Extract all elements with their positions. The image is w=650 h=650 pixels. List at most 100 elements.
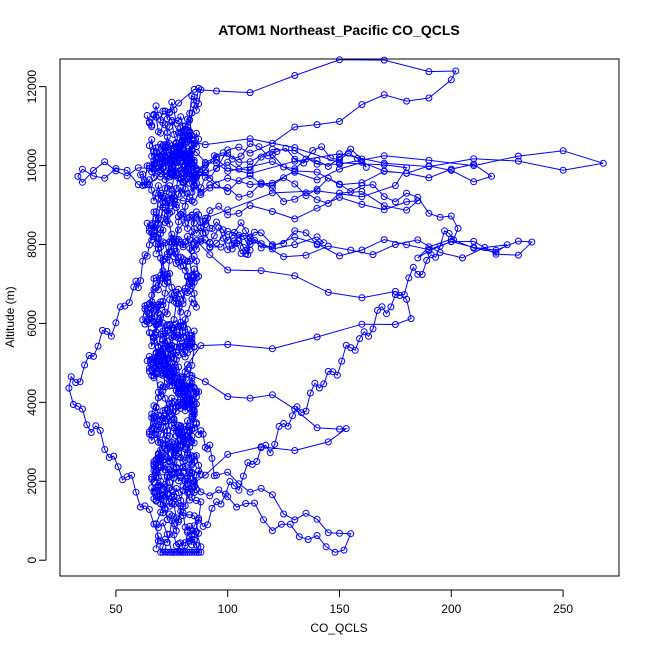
data-point <box>170 316 178 324</box>
data-point <box>184 154 191 162</box>
data-point <box>239 472 247 480</box>
data-point <box>177 425 185 433</box>
data-point <box>168 208 176 215</box>
data-point <box>358 179 366 187</box>
data-point <box>96 427 104 434</box>
data-point <box>168 186 176 193</box>
data-point <box>184 526 191 534</box>
data-point <box>161 199 169 207</box>
data-point <box>157 226 165 234</box>
data-point <box>353 155 361 162</box>
data-point <box>181 407 189 415</box>
data-point <box>215 224 223 232</box>
data-point <box>177 497 185 504</box>
data-point <box>168 118 176 126</box>
data-point <box>172 527 180 535</box>
data-point <box>123 172 131 180</box>
data-point <box>148 136 156 144</box>
data-point <box>300 159 308 167</box>
data-point <box>145 164 153 172</box>
data-point <box>291 516 299 524</box>
data-point <box>170 416 178 424</box>
data-point <box>157 416 165 423</box>
data-point <box>195 514 203 522</box>
data-point <box>246 166 254 174</box>
data-point <box>235 165 243 173</box>
data-point <box>105 454 113 461</box>
data-point <box>271 440 279 448</box>
data-point <box>163 157 171 165</box>
data-point <box>268 391 276 399</box>
data-point <box>235 231 243 239</box>
data-point <box>179 212 187 220</box>
data-point <box>358 182 366 190</box>
data-point <box>170 131 178 138</box>
data-point <box>391 198 399 206</box>
data-point <box>148 310 156 317</box>
data-point <box>324 288 332 296</box>
data-point <box>179 300 187 308</box>
data-point <box>528 238 536 246</box>
data-point <box>197 184 205 192</box>
data-point <box>210 152 218 160</box>
data-point <box>188 493 196 501</box>
data-point <box>369 325 377 333</box>
data-point <box>268 242 276 250</box>
data-point <box>170 442 178 450</box>
data-point <box>170 196 178 204</box>
data-point <box>291 157 299 165</box>
data-point <box>197 498 205 506</box>
data-point <box>159 336 167 344</box>
data-point <box>177 308 185 316</box>
data-point <box>184 310 191 317</box>
data-point <box>197 342 205 350</box>
data-point <box>380 159 388 167</box>
data-point <box>208 504 216 512</box>
data-point <box>150 364 158 372</box>
data-point <box>324 163 332 170</box>
data-point <box>186 257 194 265</box>
data-point <box>78 178 86 186</box>
data-point <box>360 328 368 336</box>
data-point <box>403 206 411 214</box>
data-point <box>181 219 189 227</box>
data-point <box>262 441 270 449</box>
data-point <box>273 148 281 155</box>
data-point <box>217 500 225 508</box>
data-point <box>213 471 220 479</box>
data-point <box>356 335 364 343</box>
data-point <box>152 350 160 358</box>
data-point <box>224 188 232 196</box>
data-point <box>418 271 426 278</box>
data-point <box>190 173 198 181</box>
data-point <box>351 346 359 354</box>
data-point <box>154 487 162 495</box>
data-point <box>268 527 276 535</box>
data-point <box>219 234 227 242</box>
data-point <box>199 523 207 530</box>
data-point <box>268 491 276 499</box>
data-point <box>447 212 455 220</box>
data-point <box>246 158 254 166</box>
data-point <box>291 233 299 241</box>
data-point <box>257 240 265 248</box>
data-point <box>358 101 366 109</box>
data-point <box>188 271 196 279</box>
data-point <box>268 181 276 189</box>
data-point <box>224 468 232 476</box>
data-point <box>257 180 265 188</box>
data-point <box>206 174 214 182</box>
data-point <box>188 470 196 478</box>
data-point <box>148 425 156 433</box>
data-point <box>157 301 165 309</box>
data-point <box>141 177 149 185</box>
y-tick-label: 12000 <box>25 70 39 104</box>
data-point <box>154 388 162 396</box>
data-point <box>186 383 194 391</box>
y-tick-label: 4000 <box>25 389 39 416</box>
data-point <box>145 367 153 375</box>
data-point <box>190 225 198 233</box>
data-point <box>150 208 158 216</box>
data-point <box>391 287 399 295</box>
data-point <box>454 224 462 232</box>
